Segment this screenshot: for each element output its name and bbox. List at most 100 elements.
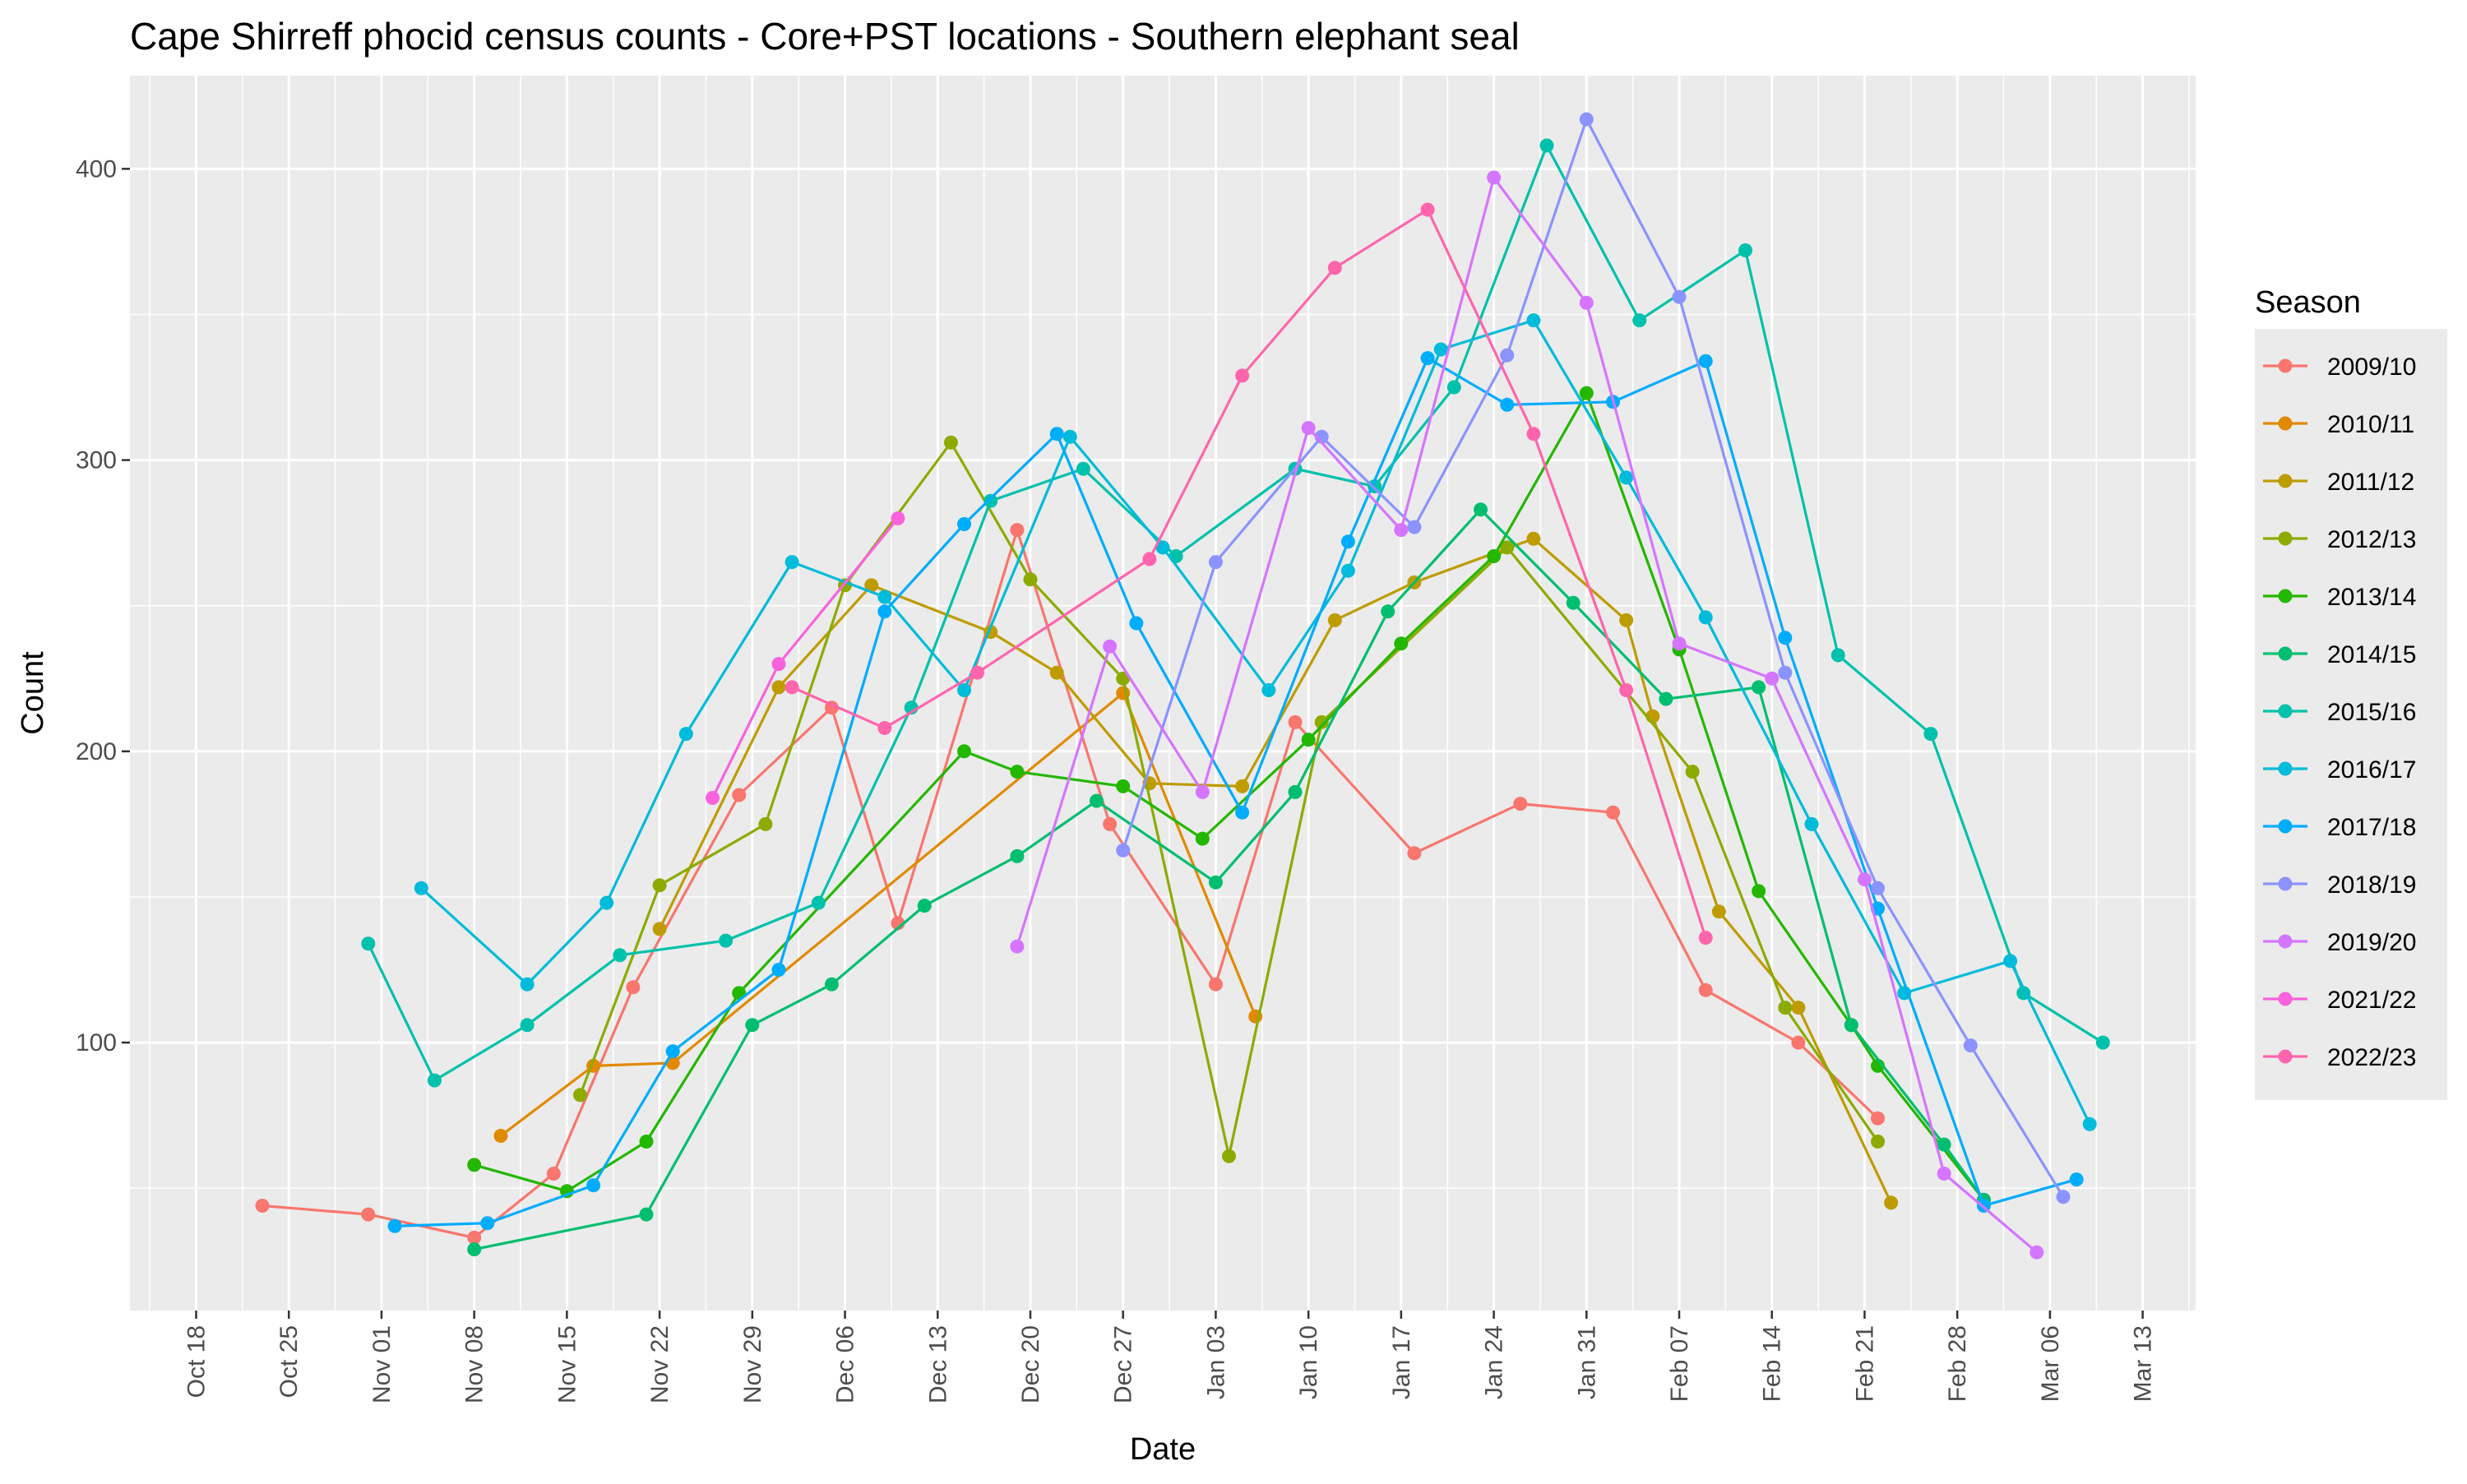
- legend-label: 2014/15: [2327, 641, 2416, 668]
- legend-key-point: [2278, 992, 2293, 1006]
- legend-label: 2012/13: [2327, 526, 2416, 553]
- data-point: [1884, 1195, 1899, 1210]
- data-point: [984, 493, 998, 508]
- grid-minor: [130, 76, 2196, 1311]
- data-point: [1142, 552, 1157, 566]
- data-point: [1208, 555, 1223, 570]
- legend-key-point: [2278, 589, 2293, 603]
- data-point: [1288, 714, 1303, 729]
- legend-item-2011-12: 2011/12: [2263, 469, 2414, 496]
- legend-label: 2022/23: [2327, 1044, 2416, 1071]
- data-point: [1619, 683, 1634, 697]
- data-point: [771, 963, 786, 977]
- data-point: [1698, 982, 1713, 997]
- data-point: [1963, 1038, 1978, 1053]
- data-point: [1394, 523, 1409, 538]
- data-point: [1407, 520, 1422, 534]
- data-point: [1116, 843, 1131, 858]
- legend-label: 2018/19: [2327, 871, 2416, 899]
- data-point: [2082, 1116, 2097, 1131]
- data-point: [255, 1199, 270, 1213]
- data-point: [467, 1158, 482, 1172]
- x-tick-label: Nov 01: [368, 1325, 396, 1403]
- data-point: [957, 683, 971, 697]
- data-point: [1672, 636, 1687, 651]
- data-point: [732, 788, 747, 802]
- x-tick-label: Mar 13: [2130, 1325, 2157, 1402]
- data-point: [917, 899, 932, 913]
- data-point: [1010, 939, 1025, 954]
- x-tick-label: Jan 10: [1295, 1325, 1322, 1399]
- legend-item-2019-20: 2019/20: [2263, 929, 2416, 956]
- x-tick-label: Nov 22: [646, 1325, 673, 1403]
- data-point: [1062, 429, 1077, 444]
- series-line-2019-20: [1016, 176, 2038, 1254]
- data-point: [1711, 904, 1726, 919]
- data-point: [1791, 1035, 1806, 1050]
- data-point: [1208, 875, 1223, 890]
- data-point: [1752, 884, 1766, 899]
- x-tick-labels: Oct 18 Oct 25 Nov 01 Nov 08 Nov 15 Nov 22 Nov …: [183, 1325, 2157, 1403]
- data-point: [1738, 243, 1752, 257]
- data-point: [639, 1207, 654, 1222]
- data-point: [652, 922, 667, 936]
- x-tick-label: Jan 03: [1202, 1325, 1229, 1399]
- series-2021-22: [706, 511, 905, 805]
- data-point: [1513, 797, 1528, 811]
- legend-key-point: [2278, 876, 2293, 891]
- data-point: [1116, 779, 1131, 793]
- legend-label: 2009/10: [2327, 354, 2416, 381]
- legend-item-2009-10: 2009/10: [2263, 354, 2416, 381]
- series-line-2022-23: [791, 208, 1707, 939]
- data-point: [1155, 540, 1170, 555]
- x-tick-label: Feb 21: [1851, 1325, 1878, 1402]
- legend-key-point: [2278, 761, 2293, 776]
- data-point: [2030, 1245, 2044, 1260]
- data-point: [771, 680, 786, 695]
- axis-ticks: [122, 168, 2144, 1319]
- x-tick-label: Dec 20: [1017, 1325, 1044, 1403]
- x-tick-label: Feb 28: [1944, 1325, 1971, 1402]
- data-point: [1222, 1149, 1236, 1163]
- data-point: [1208, 977, 1223, 992]
- data-point: [1446, 380, 1461, 395]
- legend-key-point: [2278, 1049, 2293, 1064]
- data-point: [1235, 779, 1250, 793]
- data-point: [1566, 595, 1581, 610]
- data-point: [361, 936, 376, 951]
- x-tick-label: Dec 13: [924, 1325, 951, 1403]
- data-point: [1857, 872, 1872, 887]
- x-tick-label: Jan 24: [1481, 1325, 1508, 1399]
- data-point: [706, 791, 720, 805]
- data-point: [719, 933, 734, 948]
- data-point: [639, 1135, 654, 1149]
- data-point: [1169, 549, 1183, 563]
- data-point: [745, 1018, 760, 1033]
- data-point: [2056, 1190, 2071, 1204]
- data-point: [1765, 671, 1780, 686]
- data-point: [387, 1218, 402, 1233]
- x-tick-label: Dec 27: [1110, 1325, 1137, 1403]
- data-point: [1381, 604, 1395, 619]
- data-point: [1804, 816, 1819, 831]
- x-tick-label: Mar 06: [2037, 1325, 2064, 1402]
- x-tick-label: Jan 31: [1573, 1325, 1600, 1399]
- legend-title: Season: [2255, 285, 2361, 320]
- data-point: [1301, 421, 1316, 436]
- data-point: [1235, 368, 1250, 383]
- x-tick-label: Dec 06: [832, 1325, 859, 1403]
- data-point: [1579, 386, 1594, 400]
- data-point: [1539, 138, 1554, 153]
- data-point: [1010, 765, 1025, 779]
- legend-label: 2010/11: [2327, 411, 2414, 438]
- series-2014-15: [467, 502, 1991, 1257]
- series-2015-16: [361, 138, 2110, 1088]
- legend-item-2013-14: 2013/14: [2263, 584, 2416, 611]
- data-point: [1500, 397, 1515, 412]
- data-point: [1698, 610, 1713, 625]
- x-tick-label: Feb 14: [1759, 1325, 1786, 1402]
- data-point: [1394, 636, 1409, 651]
- data-point: [626, 980, 641, 995]
- x-axis-title: Date: [1130, 1432, 1196, 1467]
- data-point: [1778, 631, 1793, 645]
